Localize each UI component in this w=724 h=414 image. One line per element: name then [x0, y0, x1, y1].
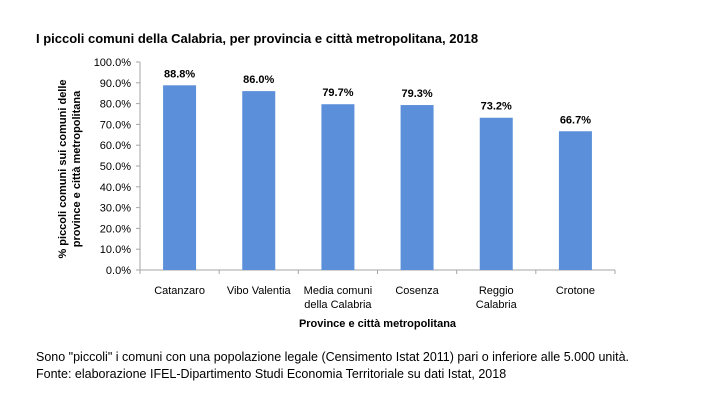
data-label: 88.8%: [164, 68, 195, 80]
y-tick-label: 30.0%: [100, 203, 131, 215]
data-label: 79.3%: [401, 88, 432, 100]
data-label: 66.7%: [560, 114, 591, 126]
x-tick-label: della Calabria: [304, 299, 372, 311]
y-tick-label: 40.0%: [100, 182, 131, 194]
y-tick-label: 90.0%: [100, 78, 131, 90]
x-axis-label: Province e città metropolitana: [298, 318, 457, 330]
x-tick-label: Reggio: [479, 285, 514, 297]
bar: [242, 91, 276, 271]
data-label: 79.7%: [322, 87, 353, 99]
x-tick-label: Cosenza: [395, 285, 439, 297]
footnote: Sono "piccoli" i comuni con una popolazi…: [36, 349, 629, 383]
footnote-definition: Sono "piccoli" i comuni con una popolazi…: [36, 350, 630, 364]
chart-title: I piccoli comuni della Calabria, per pro…: [36, 31, 479, 46]
x-tick-label: Vibo Valentia: [227, 285, 292, 297]
y-tick-label: 0.0%: [106, 265, 131, 277]
bar: [321, 104, 355, 270]
y-tick-label: 50.0%: [100, 161, 131, 173]
bar: [400, 105, 434, 270]
x-tick-label: Crotone: [556, 285, 595, 297]
y-tick-label: 100.0%: [94, 57, 132, 69]
y-axis-label-line-1: % piccoli comuni sui comuni delle: [57, 79, 69, 259]
footnote-source: Fonte: elaborazione IFEL-Dipartimento St…: [36, 367, 507, 381]
data-label: 73.2%: [481, 101, 512, 113]
y-tick-label: 80.0%: [100, 99, 131, 111]
y-tick-label: 70.0%: [100, 119, 131, 131]
x-tick-label: Media comuni: [304, 285, 372, 297]
y-tick-label: 60.0%: [100, 140, 131, 152]
x-tick-label: Calabria: [476, 299, 518, 311]
data-label: 86.0%: [243, 74, 274, 86]
bar: [163, 85, 197, 271]
y-tick-label: 10.0%: [100, 244, 131, 256]
bar: [479, 117, 513, 270]
y-tick-label: 20.0%: [100, 223, 131, 235]
x-tick-label: Catanzaro: [154, 285, 205, 297]
y-axis-label-line-2: province e città metropolitana: [71, 90, 83, 248]
bar: [558, 131, 592, 270]
